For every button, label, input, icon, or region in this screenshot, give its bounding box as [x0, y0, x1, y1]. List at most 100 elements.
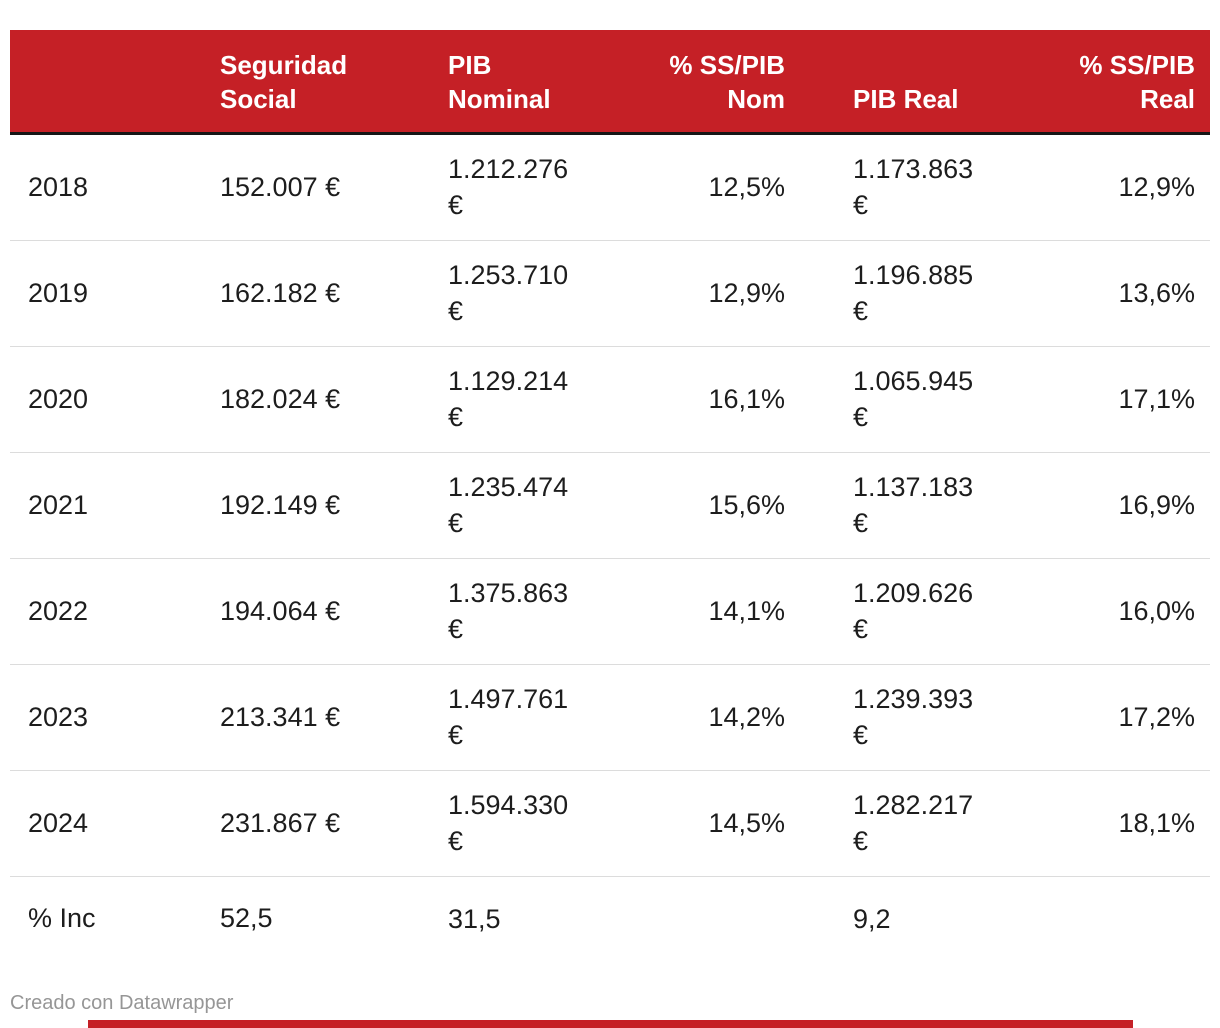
table-cell: 13,6% [1065, 240, 1210, 347]
column-header-4: PIB Real [793, 30, 1065, 135]
table-row: 2023 213.341 € 1.497.761 € 14,2% 1.239.393 €… [10, 664, 1210, 771]
column-header-1: Seguridad Social [215, 30, 443, 135]
row-label: 2024 [10, 770, 215, 877]
cell-value: 2022 [28, 595, 89, 626]
table-cell: 52,5 [215, 877, 443, 962]
cell-value: 13,6% [1118, 277, 1195, 308]
row-label: 2019 [10, 240, 215, 347]
row-label: % Inc [10, 877, 215, 962]
cell-value: 1.173.863 € [853, 154, 974, 220]
cell-value: 1.594.330 € [448, 790, 569, 856]
cell-value: 14,1% [708, 595, 785, 626]
cell-value: 14,2% [708, 701, 785, 732]
cell-value: 2020 [28, 383, 89, 414]
column-header-label: % SS/PIB Nom [669, 50, 785, 114]
column-header-label: PIB Nominal [448, 50, 551, 114]
cell-value: 9,2 [853, 904, 891, 935]
cell-value: 1.137.183 € [853, 472, 974, 538]
cell-value: 31,5 [448, 904, 501, 935]
table-cell [1065, 877, 1210, 962]
table-cell: 16,9% [1065, 452, 1210, 559]
table-cell: 1.253.710 € [443, 240, 593, 347]
cell-value: 1.497.761 € [448, 684, 569, 750]
cell-value: 2021 [28, 489, 89, 520]
table-header: Seguridad Social PIB Nominal % SS/PIB Nom P… [10, 30, 1210, 135]
cell-value: 12,5% [708, 171, 785, 202]
table-cell: 1.594.330 € [443, 770, 593, 877]
table-cell: 213.341 € [215, 664, 443, 771]
table-cell: 17,1% [1065, 346, 1210, 453]
column-header-3: % SS/PIB Nom [593, 30, 793, 135]
table-cell: 1.235.474 € [443, 452, 593, 559]
cell-value: 1.282.217 € [853, 790, 974, 856]
table-cell: 1.129.214 € [443, 346, 593, 453]
table-cell: 1.239.393 € [793, 664, 1065, 771]
table-cell: 1.212.276 € [443, 133, 593, 241]
table-row: 2022 194.064 € 1.375.863 € 14,1% 1.209.626 €… [10, 558, 1210, 665]
cell-value: 17,2% [1118, 701, 1195, 732]
cell-value: 1.209.626 € [853, 578, 974, 644]
cell-value: 16,1% [708, 383, 785, 414]
cell-value: 12,9% [1118, 171, 1195, 202]
table-cell: 14,2% [593, 664, 793, 771]
row-label: 2018 [10, 133, 215, 241]
cell-value: 1.129.214 € [448, 366, 569, 432]
column-header-0 [10, 30, 215, 135]
column-header-2: PIB Nominal [443, 30, 593, 135]
table-cell: 231.867 € [215, 770, 443, 877]
table-row: 2024 231.867 € 1.594.330 € 14,5% 1.282.217 €… [10, 770, 1210, 877]
cell-value: 17,1% [1118, 383, 1195, 414]
cell-value: 18,1% [1118, 807, 1195, 838]
table-cell: 14,1% [593, 558, 793, 665]
datawrapper-credit: Creado con Datawrapper [10, 992, 234, 1014]
cell-value: 1.375.863 € [448, 578, 569, 644]
column-header-label: Seguridad Social [220, 50, 348, 114]
table-cell: 1.137.183 € [793, 452, 1065, 559]
cell-value: 2018 [28, 171, 89, 202]
cell-value: 2024 [28, 807, 89, 838]
column-header-label: PIB Real [853, 83, 959, 114]
cell-value: 2019 [28, 277, 89, 308]
column-header-label: % SS/PIB Real [1079, 50, 1195, 114]
table-cell: 194.064 € [215, 558, 443, 665]
table-cell: 1.065.945 € [793, 346, 1065, 453]
data-table: Seguridad Social PIB Nominal % SS/PIB Nom P… [10, 30, 1210, 961]
row-label: 2022 [10, 558, 215, 665]
table-row: % Inc 52,5 31,5 9,2 [10, 877, 1210, 962]
table-cell: 152.007 € [215, 133, 443, 241]
cell-value: 194.064 € [220, 595, 341, 626]
table-cell: 1.209.626 € [793, 558, 1065, 665]
cell-value: 1.235.474 € [448, 472, 569, 538]
table-cell: 12,9% [1065, 133, 1210, 241]
cell-value: 231.867 € [220, 807, 341, 838]
row-label: 2021 [10, 452, 215, 559]
cell-value: 2023 [28, 701, 89, 732]
cell-value: 162.182 € [220, 277, 341, 308]
bottom-accent-bar [88, 1020, 1133, 1028]
cell-value: 213.341 € [220, 701, 341, 732]
table-cell: 1.196.885 € [793, 240, 1065, 347]
table-body: 2018 152.007 € 1.212.276 € 12,5% 1.173.863 €… [10, 133, 1210, 962]
row-label: 2023 [10, 664, 215, 771]
table-row: 2020 182.024 € 1.129.214 € 16,1% 1.065.945 €… [10, 346, 1210, 453]
cell-value: % Inc [28, 903, 96, 934]
table-cell: 192.149 € [215, 452, 443, 559]
column-header-5: % SS/PIB Real [1065, 30, 1210, 135]
table-cell [593, 877, 793, 962]
table-cell: 182.024 € [215, 346, 443, 453]
cell-value: 1.196.885 € [853, 260, 974, 326]
cell-value: 192.149 € [220, 489, 341, 520]
table-cell: 15,6% [593, 452, 793, 559]
table-cell: 1.173.863 € [793, 133, 1065, 241]
header-row: Seguridad Social PIB Nominal % SS/PIB Nom P… [10, 30, 1210, 135]
row-label: 2020 [10, 346, 215, 453]
table-row: 2019 162.182 € 1.253.710 € 12,9% 1.196.885 €… [10, 240, 1210, 347]
cell-value: 1.065.945 € [853, 366, 974, 432]
table-cell: 14,5% [593, 770, 793, 877]
table-cell: 18,1% [1065, 770, 1210, 877]
cell-value: 52,5 [220, 903, 273, 934]
table-cell: 12,5% [593, 133, 793, 241]
cell-value: 152.007 € [220, 171, 341, 202]
table-row: 2021 192.149 € 1.235.474 € 15,6% 1.137.183 €… [10, 452, 1210, 559]
